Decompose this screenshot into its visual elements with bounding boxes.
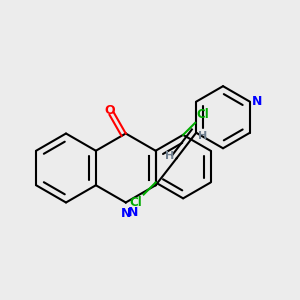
Text: N: N [252, 95, 263, 108]
Text: N: N [121, 207, 131, 220]
Text: H: H [197, 131, 207, 141]
Text: H: H [164, 151, 174, 161]
Text: O: O [104, 104, 115, 118]
Text: Cl: Cl [129, 196, 142, 209]
Text: N: N [128, 206, 139, 218]
Text: Cl: Cl [196, 108, 209, 122]
